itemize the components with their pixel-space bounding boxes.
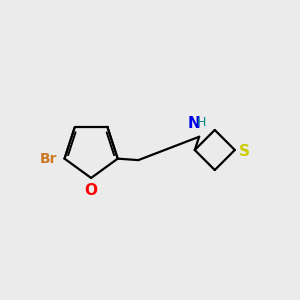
Text: N: N xyxy=(188,116,200,131)
Text: Br: Br xyxy=(40,152,57,166)
Text: O: O xyxy=(85,183,98,198)
Text: H: H xyxy=(197,116,206,129)
Text: S: S xyxy=(239,144,250,159)
